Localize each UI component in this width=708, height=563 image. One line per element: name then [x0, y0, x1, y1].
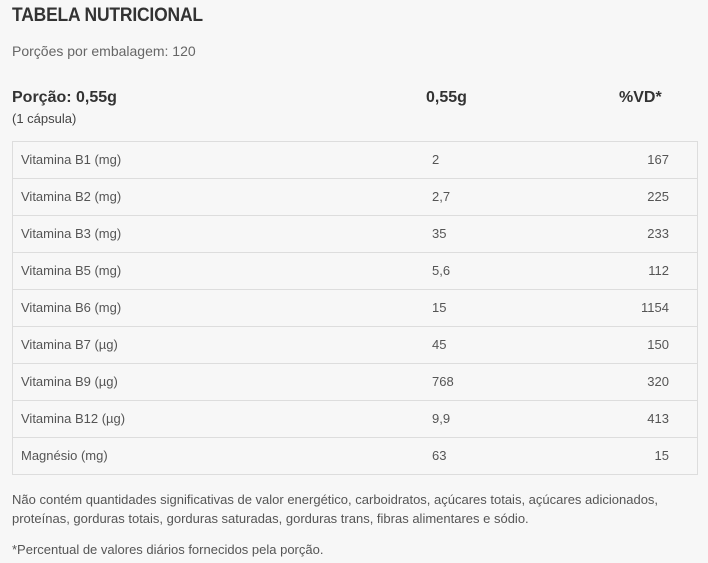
- servings-per-package: Porções por embalagem: 120: [12, 43, 196, 59]
- nutrient-amount: 768: [432, 374, 454, 389]
- nutrient-vd: 150: [647, 337, 669, 352]
- nutrient-amount: 5,6: [432, 263, 451, 278]
- nutrient-vd: 15: [654, 448, 669, 463]
- nutrient-amount: 2: [432, 152, 440, 167]
- nutrient-vd: 112: [648, 263, 669, 278]
- nutrient-vd: 1154: [641, 300, 669, 315]
- nutrient-vd: 225: [647, 189, 669, 204]
- nutrient-vd: 233: [647, 226, 669, 241]
- nutrient-amount: 9,9: [432, 411, 451, 426]
- nutrient-amount: 2,7: [432, 189, 451, 204]
- vd-column-header: %VD*: [619, 89, 662, 106]
- nutrient-vd: 413: [647, 411, 669, 426]
- nutrient-name: Vitamina B5 (mg): [21, 263, 122, 278]
- nutrient-name: Magnésio (mg): [21, 448, 108, 463]
- nutrient-amount: 63: [432, 448, 447, 463]
- nutrition-table: Vitamina B1 (mg) 2 167 Vitamina B2 (mg) …: [12, 141, 698, 475]
- table-row: Vitamina B3 (mg) 35 233: [12, 216, 698, 253]
- nutrient-name: Vitamina B2 (mg): [21, 189, 122, 204]
- nutrient-name: Vitamina B9 (µg): [21, 374, 118, 389]
- table-row: Vitamina B12 (µg) 9,9 413: [12, 401, 698, 438]
- table-row: Vitamina B9 (µg) 768 320: [12, 364, 698, 401]
- portion-sublabel: (1 cápsula): [12, 111, 77, 126]
- nutrient-name: Vitamina B1 (mg): [21, 152, 122, 167]
- table-row: Magnésio (mg) 63 15: [12, 438, 698, 475]
- nutrient-vd: 167: [647, 152, 669, 167]
- nutrient-name: Vitamina B7 (µg): [21, 337, 118, 352]
- nutrient-name: Vitamina B12 (µg): [21, 411, 126, 426]
- table-row: Vitamina B5 (mg) 5,6 112: [12, 253, 698, 290]
- nutrient-amount: 45: [432, 337, 447, 352]
- table-row: Vitamina B2 (mg) 2,7 225: [12, 179, 698, 216]
- table-title: TABELA NUTRICIONAL: [12, 5, 203, 26]
- table-row: Vitamina B7 (µg) 45 150: [12, 327, 698, 364]
- portion-label: Porção: 0,55g: [12, 89, 117, 106]
- table-row: Vitamina B6 (mg) 15 1154: [12, 290, 698, 327]
- nutrient-amount: 15: [432, 300, 447, 315]
- nutrient-vd: 320: [647, 374, 669, 389]
- amount-column-header: 0,55g: [426, 89, 467, 106]
- nutrient-name: Vitamina B3 (mg): [21, 226, 122, 241]
- table-row: Vitamina B1 (mg) 2 167: [12, 142, 698, 179]
- nutrient-name: Vitamina B6 (mg): [21, 300, 122, 315]
- nutrient-amount: 35: [432, 226, 447, 241]
- disclaimer-note: Não contém quantidades significativas de…: [12, 492, 659, 526]
- vd-footnote: *Percentual de valores diários fornecido…: [12, 542, 324, 557]
